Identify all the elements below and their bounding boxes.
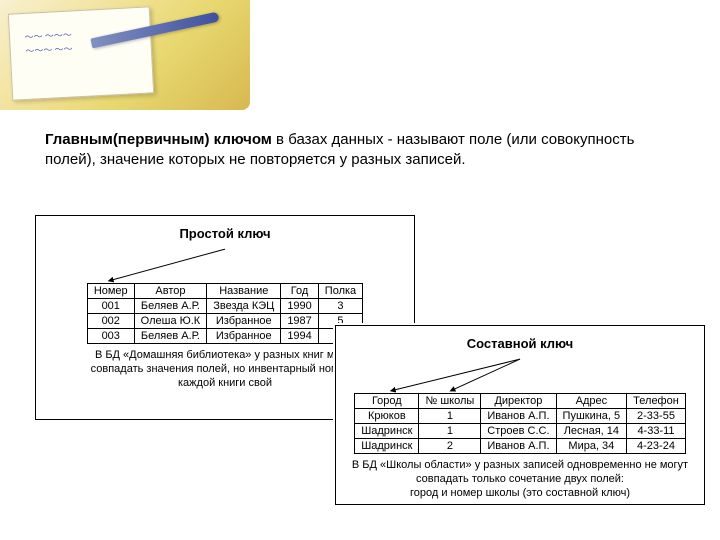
col-header: № школы [419,394,481,409]
col-header: Полка [318,284,362,299]
panel1-title: Простой ключ [51,226,399,241]
panel1-table: Номер Автор Название Год Полка 001Беляев… [87,283,363,344]
main-definition-text: Главным(первичным) ключом в базах данных… [45,130,675,171]
panel2-arrows [351,357,689,393]
table-row: 001Беляев А.Р.Звезда КЭЦ19903 [87,299,362,314]
panel2-caption: В БД «Школы области» у разных записей од… [351,459,689,500]
table-header-row: Город № школы Директор Адрес Телефон [355,394,686,409]
panel-composite-key: Составной ключ Город № школы Директор Ад… [335,325,705,505]
col-header: Название [207,284,281,299]
definition-term: Главным(первичным) ключом [45,131,272,148]
table-row: Крюков1Иванов А.П.Пушкина, 52-33-55 [355,409,686,424]
col-header: Телефон [627,394,686,409]
panel2-title: Составной ключ [351,336,689,351]
col-header: Город [355,394,419,409]
table-header-row: Номер Автор Название Год Полка [87,284,362,299]
scribble-text: ～～ ～～～～～～ ～～ [24,29,73,58]
panel2-table: Город № школы Директор Адрес Телефон Крю… [354,393,686,454]
table-row: 003Беляев А.Р.Избранное19941 [87,329,362,344]
col-header: Автор [134,284,207,299]
col-header: Адрес [556,394,627,409]
table-row: Шадринск2Иванов А.П.Мира, 344-23-24 [355,439,686,454]
col-header: Номер [87,284,134,299]
table-row: 002Олеша Ю.КИзбранное19875 [87,314,362,329]
col-header: Директор [481,394,556,409]
panel1-arrow [51,247,399,283]
col-header: Год [281,284,318,299]
table-row: Шадринск1Строев С.С.Лесная, 144-33-11 [355,424,686,439]
header-decorative-image: ～～ ～～～～～～ ～～ [0,0,250,110]
